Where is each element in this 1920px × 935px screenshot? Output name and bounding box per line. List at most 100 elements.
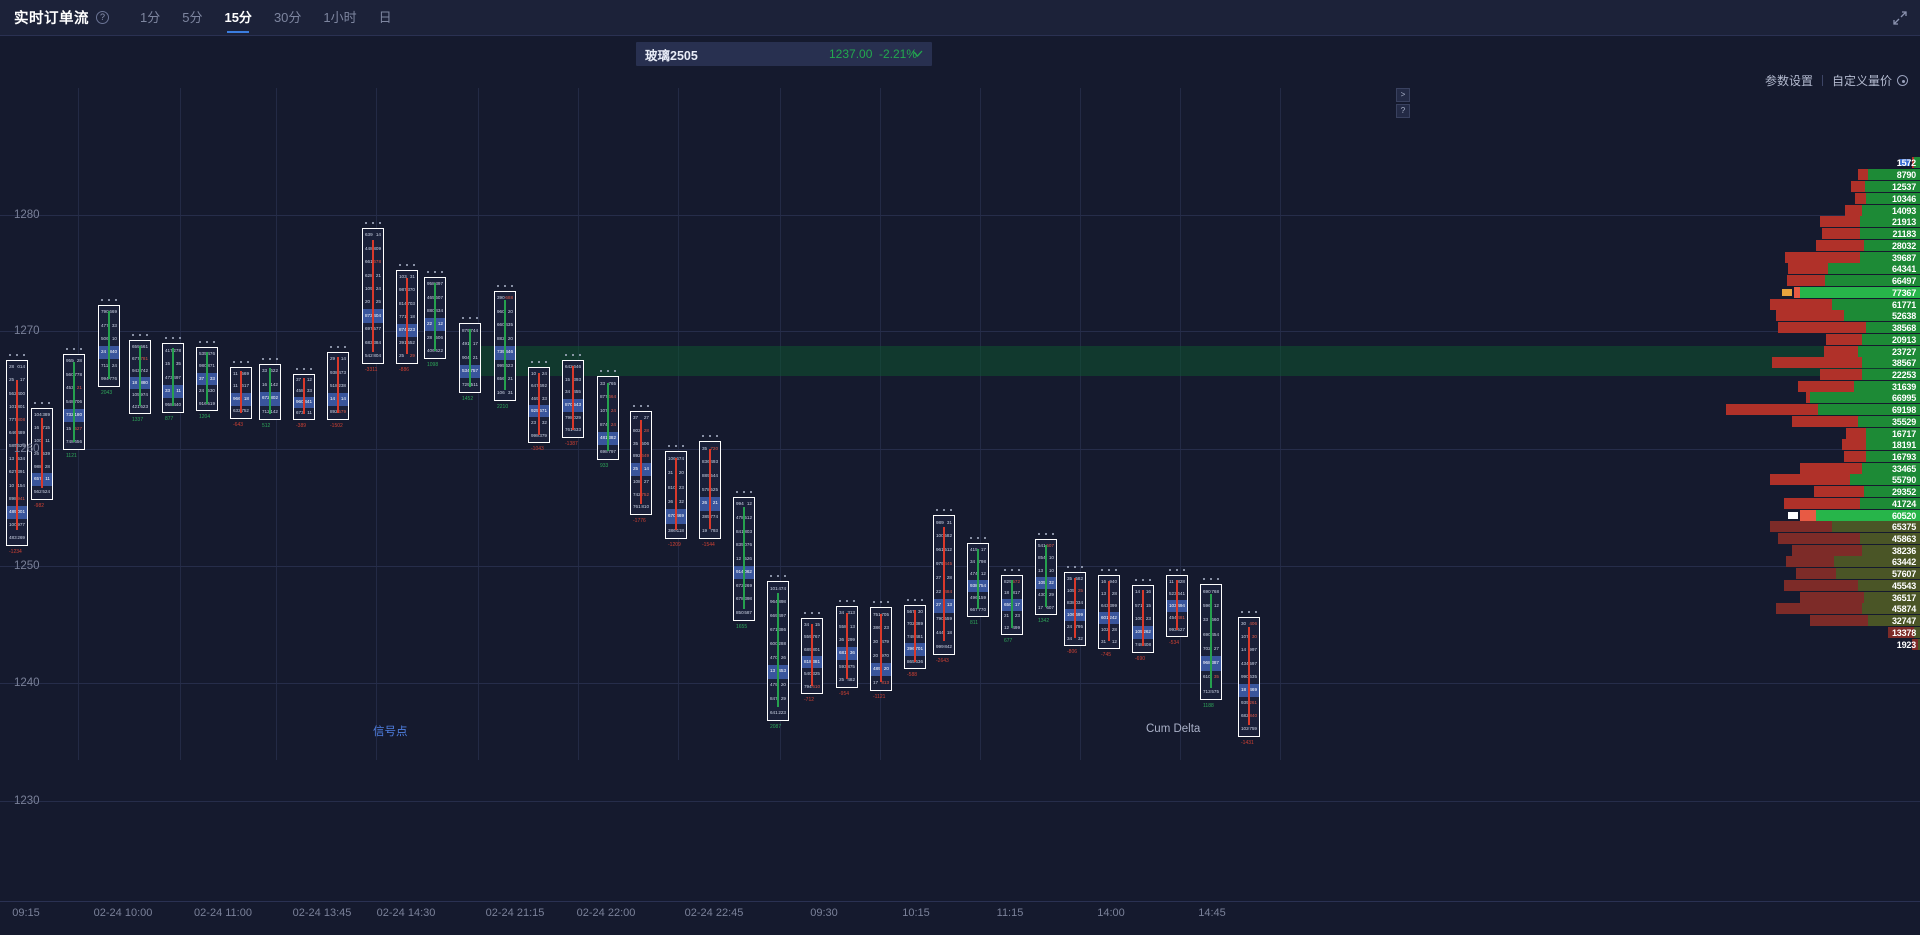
- footprint-candle[interactable]: 6595616777819433742189880105328974421105…: [129, 334, 151, 423]
- footprint-candle[interactable]: 9550285607784532154870673210180155277486…: [63, 348, 85, 459]
- volume-profile-row[interactable]: 16717: [1790, 428, 1920, 439]
- volume-profile-row[interactable]: 1572: [1790, 157, 1920, 168]
- volume-profile-row[interactable]: 14093: [1790, 205, 1920, 216]
- footprint-candle[interactable]: 417102781535473949733119586440877: [162, 337, 184, 422]
- volume-profile-row[interactable]: 38236: [1790, 545, 1920, 556]
- volume-profile-row[interactable]: 55790: [1770, 474, 1920, 485]
- volume-profile-row[interactable]: 23727: [1790, 346, 1920, 357]
- footprint-candle[interactable]: 6907685961233660690454702279687938761035…: [1200, 578, 1222, 709]
- volume-profile-row[interactable]: 12537: [1790, 181, 1920, 192]
- footprint-candle[interactable]: 16109401328643399601924210234283112-745: [1098, 569, 1120, 658]
- footprint-candle[interactable]: 119828523641103899494454848199399527-534: [1166, 569, 1188, 646]
- footprint-candle[interactable]: 1034131987483708148703771188744102233919…: [396, 264, 418, 373]
- footprint-candle[interactable]: 2914938710473518823814148929579-1502: [327, 346, 349, 429]
- footprint-candle[interactable]: 34155597676898018183815409325794610-712: [801, 612, 823, 703]
- gear-icon[interactable]: [1897, 75, 1908, 86]
- volume-profile-row[interactable]: 1923: [1790, 639, 1920, 650]
- help-button[interactable]: ?: [1396, 104, 1410, 118]
- footprint-candle[interactable]: 37124583396051044167311-389: [293, 368, 315, 429]
- volume-profile-row[interactable]: 45863: [1778, 533, 1920, 544]
- footprint-candle[interactable]: 35582105512583821003410677699247953432-8…: [1064, 566, 1086, 655]
- footprint-candle[interactable]: 9898311003258296109512979344527282248427…: [933, 509, 955, 664]
- volume-profile-row[interactable]: 38568: [1778, 322, 1920, 333]
- custom-volume-price-button[interactable]: 自定义量价: [1831, 74, 1892, 88]
- volume-profile-row[interactable]: 52638: [1776, 310, 1920, 321]
- footprint-candle[interactable]: 82995721881765017212312499677: [1001, 569, 1023, 644]
- footprint-candle[interactable]: 11569116179668186329752-643: [230, 361, 252, 428]
- volume-profile[interactable]: 1572 8790 12537 10346 14093 21913 21183 28032 39…: [1726, 88, 1920, 760]
- volume-profile-row[interactable]: 66995: [1790, 392, 1920, 403]
- footprint-candle[interactable]: 415173479847412938975449610159667770811: [967, 537, 989, 626]
- volume-profile-row[interactable]: 10346: [1790, 193, 1920, 204]
- footprint-candle[interactable]: 5673070238974810481396107018653636-588: [904, 599, 926, 678]
- footprint-poc-row: 657 11: [32, 473, 52, 487]
- volume-profile-row[interactable]: 33465: [1790, 463, 1920, 474]
- footprint-candle[interactable]: 3572083694938897854457852526213857741987…: [699, 435, 721, 548]
- timeframe-tab-4[interactable]: 1小时: [323, 9, 357, 25]
- footprint-candle[interactable]: 3376587716641076924874624481382698979793…: [597, 370, 619, 469]
- volume-profile-row[interactable]: 57607: [1790, 568, 1920, 579]
- footprint-candle[interactable]: 958539746560788044342212285064065221098: [424, 271, 446, 368]
- volume-profile-row[interactable]: 77367: [1782, 287, 1920, 298]
- volume-profile-row[interactable]: 38567: [1772, 357, 1920, 368]
- footprint-candle[interactable]: 3901068896082066043588202073944699506236…: [494, 285, 516, 410]
- footprint-candle[interactable]: 336221691426728027129142512: [259, 358, 281, 429]
- footprint-candle[interactable]: 1024647692469339250671233299808379-1043: [528, 361, 550, 452]
- footprint-candle[interactable]: 751705386233094792089704892017813-1121: [870, 601, 892, 700]
- timeframe-tab-2[interactable]: 15分: [213, 0, 262, 36]
- volume-profile-row[interactable]: 35529: [1790, 416, 1920, 427]
- volume-profile-row[interactable]: 60520: [1788, 510, 1920, 521]
- volume-profile-row[interactable]: 29352: [1790, 486, 1920, 497]
- volume-profile-row[interactable]: 63442: [1786, 556, 1920, 567]
- footprint-candle[interactable]: 8797744491179040215347577295111452: [459, 317, 481, 402]
- volume-profile-row[interactable]: 31639: [1790, 381, 1920, 392]
- volume-profile-row[interactable]: 69198: [1726, 404, 1920, 415]
- volume-profile-row[interactable]: 13378: [1790, 627, 1920, 638]
- volume-profile-row[interactable]: 28032: [1790, 240, 1920, 251]
- footprint-candle[interactable]: 7906694773350610241084071124994910776204…: [98, 299, 120, 396]
- volume-profile-row[interactable]: 22253: [1790, 369, 1920, 380]
- volume-profile-row[interactable]: 36517: [1790, 592, 1920, 603]
- volume-profile-row[interactable]: 8790: [1790, 169, 1920, 180]
- volume-profile-row[interactable]: 39687: [1785, 252, 1920, 263]
- footprint-candle[interactable]: 3727802283550689256492514108532774275276…: [630, 405, 652, 524]
- volume-profile-row[interactable]: 66497: [1787, 275, 1920, 286]
- volume-profile-row[interactable]: 21913: [1790, 216, 1920, 227]
- volume-profile-row[interactable]: 64341: [1788, 263, 1920, 274]
- volume-profile-row[interactable]: 45874: [1776, 603, 1920, 614]
- instrument-selector[interactable]: 玻璃2505 1237.00 -2.21%: [636, 42, 932, 66]
- timeframe-tab-0[interactable]: 1分: [140, 9, 161, 25]
- timeframe-tab-3[interactable]: 30分: [273, 9, 302, 25]
- volume-profile-row[interactable]: 45543: [1784, 580, 1920, 591]
- volume-profile-row[interactable]: 20913: [1790, 334, 1920, 345]
- footprint-candle[interactable]: 3483135581336929968136593887525482-954: [836, 600, 858, 697]
- volume-profile-row[interactable]: 21183: [1790, 228, 1920, 239]
- footprint-candle[interactable]: 2810014251756240010139801777808646489585…: [6, 354, 28, 555]
- footprint-candle[interactable]: 1068267431208102336326704693869118-1209: [665, 445, 687, 548]
- footprint-row: 100198977: [7, 519, 27, 532]
- volume-profile-row[interactable]: 65375: [1770, 521, 1920, 532]
- timeframe-tab-5[interactable]: 日: [378, 9, 392, 25]
- volume-profile-row[interactable]: 41724: [1784, 498, 1920, 509]
- footprint-candle[interactable]: 53547698028871373324953091665191204: [196, 341, 218, 420]
- footprint-candle[interactable]: 1045138916871510002112653998802865711562…: [31, 402, 53, 509]
- footprint-candle[interactable]: 3040610706301499974345979907635184699396…: [1238, 611, 1260, 746]
- footprint-candle[interactable]: 9948124785128410803835610076128526914390…: [733, 491, 755, 630]
- footprint-candle[interactable]: 642646153933494558701105437989029761633-…: [562, 354, 584, 447]
- volume-profile-row[interactable]: 18191: [1790, 439, 1920, 450]
- params-settings-button[interactable]: 参数设置: [1764, 74, 1813, 88]
- footprint-candle[interactable]: 541507854010131010519324302917106071342: [1035, 533, 1057, 624]
- volume-profile-row[interactable]: 32747: [1790, 615, 1920, 626]
- volume-profile-row[interactable]: 16793: [1790, 451, 1920, 462]
- question-mark-icon[interactable]: ?: [96, 11, 109, 24]
- collapse-panel-button[interactable]: >: [1396, 88, 1410, 102]
- bid-volume-cell: 30: [873, 638, 879, 644]
- expand-arrows-icon[interactable]: [1892, 10, 1908, 26]
- footprint-candle[interactable]: 1416571151009423105058262748408-690: [1132, 579, 1154, 662]
- chart-plot-area[interactable]: 2810014251756240010139801777808646489585…: [0, 88, 1920, 888]
- footprint-candle[interactable]: 6391444880966167862821109402420258733404…: [362, 222, 384, 373]
- footprint-candle[interactable]: 1018147496489898669497671386600102884702…: [767, 575, 789, 730]
- chevron-down-icon[interactable]: [912, 49, 923, 58]
- volume-profile-row[interactable]: 61771: [1770, 299, 1920, 310]
- timeframe-tab-1[interactable]: 5分: [182, 9, 203, 25]
